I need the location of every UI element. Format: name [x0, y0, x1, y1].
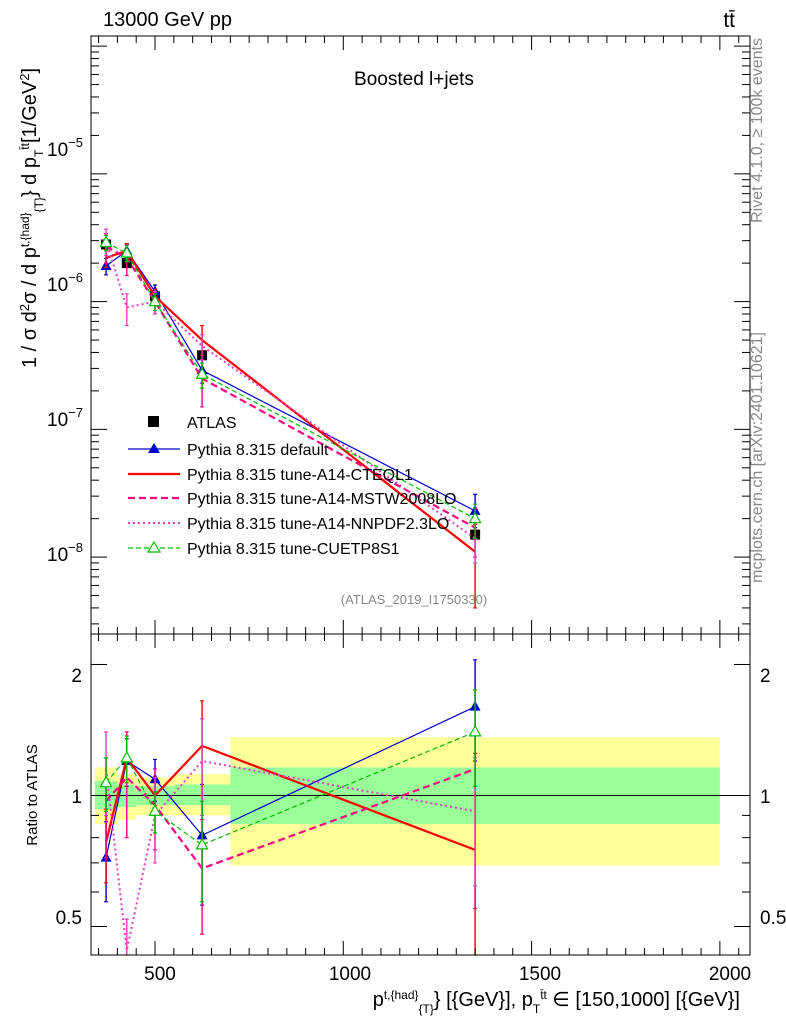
legend-entry-default: Pythia 8.315 default [128, 442, 329, 459]
line-pythia-8-315-tune-cuetp8s1 [105, 241, 476, 520]
legend-entry-atlas: ATLAS [148, 415, 237, 432]
legend-label-cuetp8s1: Pythia 8.315 tune-CUETP8S1 [187, 541, 400, 558]
legend-label-default: Pythia 8.315 default [187, 442, 329, 459]
ytick-label-1e-6: 10−6 [47, 270, 83, 296]
x-axis-label: pt,{had}{T}} [{GeV}], pTt̄t ∈ [150,1000]… [373, 988, 740, 1016]
process-label: tt̄ [723, 9, 735, 32]
marker-pythia-8-315-tune-cuetp8s1 [195, 837, 209, 850]
main-ylabel: 1 / σ d2σ / d pt,{had}{T}} d pTt̄t[1/GeV… [17, 68, 47, 368]
legend-label-atlas: ATLAS [187, 415, 237, 432]
marker-pythia-8-315-tune-cuetp8s1 [120, 750, 134, 763]
legend-label-cteql1: Pythia 8.315 tune-A14-CTEQL1 [187, 467, 413, 484]
energy-label: 13000 GeV pp [103, 9, 232, 31]
ratio-plot-area [91, 659, 750, 956]
marker-pythia-8-315-tune-cuetp8s1 [195, 366, 209, 379]
legend-entry-nnpdf: Pythia 8.315 tune-A14-NNPDF2.3LO [128, 516, 449, 533]
ratio-ytick-label-2: 2 [71, 666, 82, 687]
marker-pythia-8-315-tune-cuetp8s1 [99, 235, 113, 248]
analysis-watermark: (ATLAS_2019_I1750330) [341, 592, 487, 607]
main-plot-area [99, 228, 482, 609]
ytick-label-1e-7: 10−7 [47, 405, 83, 431]
line-pythia-8-315-tune-a14-nnpdf2-3lo [105, 240, 476, 540]
legend-entry-cuetp8s1: Pythia 8.315 tune-CUETP8S1 [128, 540, 400, 558]
legend-entry-cteql1: Pythia 8.315 tune-A14-CTEQL1 [128, 467, 413, 484]
legend-label-mstw: Pythia 8.315 tune-A14-MSTW2008LO [187, 491, 456, 508]
series-pythia-8-315-default [100, 244, 481, 529]
ratio-ytick-label-1: 1 [71, 787, 82, 808]
mcplots-label: mcplots.cern.ch [arXiv:2401.10621] [749, 332, 766, 583]
marker-pythia-8-315-tune-cuetp8s1 [468, 724, 482, 737]
main-axis-ticks [91, 36, 750, 634]
legend-label-nnpdf: Pythia 8.315 tune-A14-NNPDF2.3LO [187, 516, 449, 533]
marker-pythia-8-315-tune-cuetp8s1 [99, 775, 113, 788]
rivet-label: Rivet 4.1.0, ≥ 100k events [749, 38, 766, 223]
ytick-label-1e-5: 10−5 [47, 135, 83, 161]
main-panel: Boosted l+jets (ATLAS_2019_I1750330) 1 /… [17, 35, 751, 635]
legend: ATLAS Pythia 8.315 default Pythia 8.315 … [128, 415, 456, 558]
ratio-frame [90, 633, 751, 956]
xtick-label-500: 500 [144, 964, 176, 985]
marker-pythia-8-315-tune-cuetp8s1 [148, 804, 162, 816]
panel-title: Boosted l+jets [354, 69, 474, 90]
xtick-label-1500: 1500 [519, 964, 561, 985]
xtick-label-1000: 1000 [329, 964, 371, 985]
ratio-ytick-label-right-1: 1 [760, 787, 771, 808]
series-pythia-8-315-tune-cuetp8s1 [99, 689, 482, 903]
xtick-label-2000: 2000 [709, 964, 751, 985]
line-pythia-8-315-tune-a14-mstw2008lo [105, 245, 476, 529]
ratio-ylabel: Ratio to ATLAS [24, 744, 41, 845]
legend-marker-atlas [148, 416, 159, 427]
ratio-ytick-label-right-2: 2 [760, 666, 771, 687]
ratio-panel: Ratio to ATLAS 2 1 0.5 2 1 0.5 500 1000 … [24, 633, 786, 1016]
marker-pythia-8-315-tune-cuetp8s1 [468, 511, 482, 524]
ratio-axis-ticks [91, 634, 750, 955]
ytick-label-1e-8: 10−8 [47, 540, 83, 566]
series-pythia-8-315-tune-a14-nnpdf2-3lo [104, 228, 478, 564]
legend-entry-mstw: Pythia 8.315 tune-A14-MSTW2008LO [128, 491, 456, 508]
ratio-ytick-label-0-5: 0.5 [56, 908, 82, 929]
marker-pythia-8-315-tune-cuetp8s1 [120, 245, 134, 258]
legend-marker-default [148, 443, 160, 453]
ratio-ytick-label-right-0-5: 0.5 [760, 908, 786, 929]
series-pythia-8-315-tune-cuetp8s1 [99, 234, 482, 540]
marker-pythia-8-315-tune-cuetp8s1 [148, 294, 162, 307]
legend-marker-cuetp8s1 [146, 540, 162, 553]
